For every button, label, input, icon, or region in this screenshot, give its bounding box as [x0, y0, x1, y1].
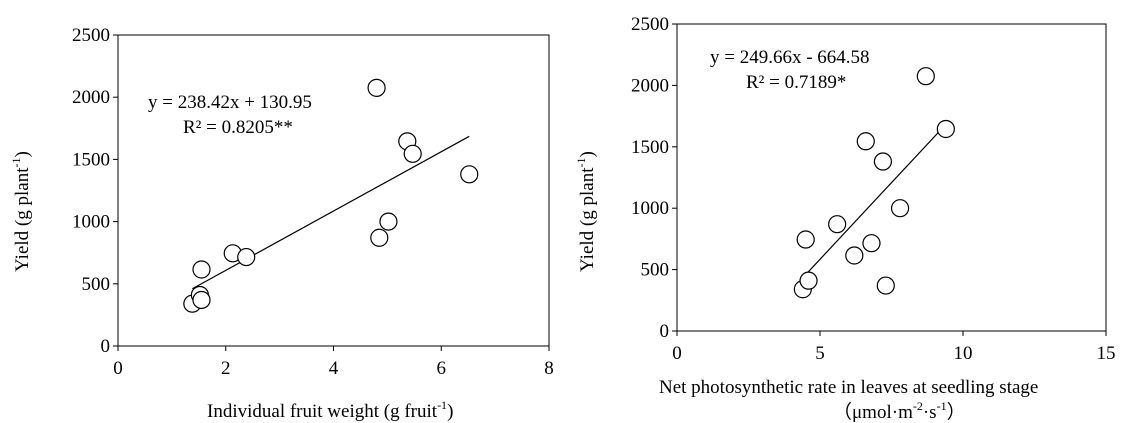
data-point — [890, 199, 910, 218]
data-point — [403, 144, 422, 163]
plot-area-left — [117, 34, 550, 347]
x-axis-label-right-line1: Net photosynthetic rate in leaves at see… — [659, 377, 1038, 398]
y-tick-label: 1500 — [72, 149, 110, 170]
axis-ticks-right: 0 5 10 15 0 500 1000 1500 2000 2500 — [631, 14, 1116, 364]
plot-area-right — [676, 23, 1107, 332]
x-tick-label: 8 — [544, 358, 554, 379]
data-point — [876, 276, 895, 295]
x-tick-label: 6 — [437, 358, 447, 379]
trendline-left — [192, 135, 470, 290]
data-point — [379, 212, 398, 231]
data-point — [799, 271, 818, 290]
equation-right: y = 249.66x - 664.58 — [710, 47, 870, 68]
x-axis-label-left: Individual fruit weight (g fruit-1) — [207, 398, 453, 422]
data-point — [828, 215, 847, 234]
data-point — [873, 152, 893, 171]
points-right — [793, 67, 955, 299]
x-axis-label-right-line2: （μmol·m-2·s-1） — [833, 399, 966, 423]
axis-ticks-left: 0 2 4 6 8 0 500 1000 1500 2000 2500 — [72, 25, 554, 379]
y-tick-label: 2000 — [631, 75, 669, 96]
y-tick-label: 500 — [82, 274, 111, 295]
data-point — [862, 234, 881, 253]
y-tick-label: 2000 — [72, 87, 110, 108]
y-tick-label: 500 — [641, 260, 670, 281]
r2-left: R² = 0.8205** — [183, 117, 293, 138]
x-tick-label: 2 — [221, 358, 231, 379]
y-tick-label: 0 — [660, 321, 670, 342]
data-point — [460, 165, 479, 184]
points-left — [183, 78, 479, 313]
data-point — [936, 119, 955, 139]
data-point — [367, 78, 386, 97]
data-point — [845, 246, 864, 265]
r2-right: R² = 0.7189* — [746, 72, 846, 93]
data-point — [796, 230, 815, 249]
data-point — [856, 132, 875, 151]
y-tick-label: 2500 — [631, 14, 669, 35]
equation-left: y = 238.42x + 130.95 — [148, 92, 312, 113]
x-tick-label: 0 — [113, 358, 123, 379]
x-tick-label: 15 — [1097, 343, 1116, 364]
y-tick-label: 1000 — [72, 212, 110, 233]
data-point — [192, 290, 211, 310]
x-tick-label: 4 — [329, 358, 339, 379]
data-point — [237, 247, 256, 267]
trendline-right — [802, 124, 947, 279]
chart-right: 0 5 10 15 0 500 1000 1500 2000 2500 y = 249.66x -… — [574, 14, 1116, 423]
y-tick-label: 1000 — [631, 198, 669, 219]
data-point — [916, 67, 935, 86]
y-axis-label-right: Yield (g plant-1) — [574, 151, 598, 272]
y-tick-label: 2500 — [72, 25, 110, 46]
y-axis-label-left: Yield (g plant-1) — [9, 151, 33, 272]
x-tick-label: 5 — [815, 343, 825, 364]
chart-left: 0 2 4 6 8 0 500 1000 1500 2000 2500 y = 238.42x + … — [9, 25, 554, 422]
x-tick-label: 0 — [672, 343, 682, 364]
trendline — [802, 124, 947, 279]
trendline — [192, 135, 470, 290]
x-tick-label: 10 — [954, 343, 973, 364]
y-tick-label: 0 — [101, 336, 111, 357]
data-point — [192, 260, 211, 279]
y-tick-label: 1500 — [631, 137, 669, 158]
data-point — [370, 228, 389, 247]
